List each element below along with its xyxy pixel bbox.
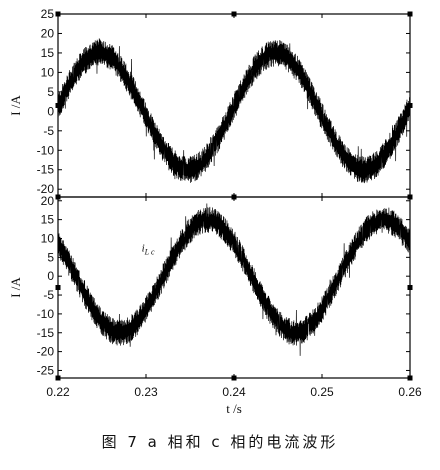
y-tick-label: -10 xyxy=(37,307,55,321)
y-axis-label: I /A xyxy=(8,277,23,298)
handle-marker xyxy=(407,194,413,200)
handle-marker xyxy=(407,375,413,381)
y-tick-label: -10 xyxy=(37,143,55,157)
y-tick-label: -20 xyxy=(37,345,55,359)
handle-marker xyxy=(407,11,413,17)
y-axis-label: I /A xyxy=(8,95,23,116)
y-tick-label: -5 xyxy=(43,288,54,302)
y-tick-label: 10 xyxy=(41,65,55,79)
y-tick-label: 15 xyxy=(41,213,55,227)
y-tick-label: 20 xyxy=(41,26,55,40)
series-annotation: iL c xyxy=(142,243,155,257)
figure-caption: 图 7 a 相和 c 相的电流波形 xyxy=(101,433,339,451)
handle-marker xyxy=(55,11,61,17)
handle-marker xyxy=(55,194,61,200)
handle-marker xyxy=(231,11,237,17)
series-line-iLa xyxy=(57,38,411,184)
handle-marker xyxy=(231,375,237,381)
chart-panel-1: 25 20 15 10 5 0 -5 -10 -15 -20 I /A iL a xyxy=(8,7,413,200)
y-tick-label: -20 xyxy=(37,182,55,196)
y-tick-label: 10 xyxy=(41,231,55,245)
y-tick-label: -15 xyxy=(37,326,55,340)
y-tick-label: 0 xyxy=(47,269,54,283)
y-tick-label: 0 xyxy=(47,104,54,118)
handle-marker xyxy=(231,194,237,200)
x-tick-label: 0.24 xyxy=(222,385,246,399)
x-axis-label: t /s xyxy=(226,401,242,416)
y-tick-label: 5 xyxy=(47,250,54,264)
y-tick-label: 20 xyxy=(41,194,55,208)
y-tick-label: 15 xyxy=(41,46,55,60)
y-tick-label: -5 xyxy=(43,124,54,138)
x-tick-label: 0.26 xyxy=(398,385,422,399)
plot-frame xyxy=(57,196,411,379)
y-tick-label: -15 xyxy=(37,163,55,177)
x-tick-label: 0.22 xyxy=(46,385,70,399)
y-tick-label: 5 xyxy=(47,85,54,99)
handle-marker xyxy=(55,375,61,381)
handle-marker xyxy=(55,285,61,290)
handle-marker xyxy=(407,285,413,290)
y-tick-label: -25 xyxy=(37,363,55,377)
x-tick-label: 0.23 xyxy=(134,385,158,399)
current-waveform-figure: 25 20 15 10 5 0 -5 -10 -15 -20 I /A iL a 20 15 10 5 0 -5 -… xyxy=(8,7,422,416)
x-tick-label: 0.25 xyxy=(310,385,334,399)
series-annotation: iL a xyxy=(247,63,260,77)
series-line-iLc xyxy=(57,203,411,356)
y-tick-label: 25 xyxy=(41,7,55,21)
chart-panel-2: 20 15 10 5 0 -5 -10 -15 -20 -25 0.22 0.23 0.24 0.25 0.… xyxy=(8,194,422,416)
